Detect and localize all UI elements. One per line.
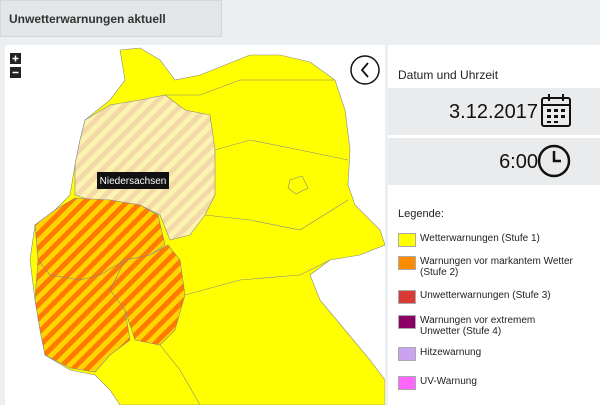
- legend-swatch: [398, 290, 416, 304]
- state-border: [214, 139, 349, 161]
- legend-swatch: [398, 347, 416, 361]
- legend-label: Warnungen vor extremem Unwetter (Stufe 4…: [420, 315, 536, 337]
- legend-label: Unwetterwarnungen (Stufe 3): [420, 290, 551, 301]
- rheinland-pfalz[interactable]: [34, 259, 131, 373]
- tooltip-bg: [97, 172, 169, 189]
- header: Unwetterwarnungen aktuell: [0, 0, 222, 37]
- zoom-in[interactable]: [10, 53, 21, 64]
- legend-label: Wetterwarnungen (Stufe 1): [420, 233, 540, 244]
- zoom-out[interactable]: [10, 67, 21, 78]
- date: 3.12.2017: [449, 101, 538, 123]
- legend-label: Hitzewarnung: [420, 347, 482, 358]
- state-border: [204, 199, 349, 231]
- state-border: [165, 79, 335, 96]
- back-button[interactable]: [350, 55, 380, 85]
- niedersachsen[interactable]: [74, 94, 216, 241]
- berlin: [287, 175, 309, 195]
- calendar-icon: [541, 94, 571, 127]
- side-panel: Datum und Uhrzeit 3.12.2017 6:00 Legende…: [388, 45, 600, 405]
- legend-label: Warnungen vor markantem Wetter (Stufe 2): [420, 256, 573, 278]
- map-svg: Niedersachsen: [10, 47, 385, 405]
- tooltip: Niedersachsen: [100, 176, 167, 187]
- legend-swatch: [398, 256, 416, 270]
- title: Unwetterwarnungen aktuell: [9, 12, 166, 26]
- state-border: [159, 344, 201, 405]
- date-label: Datum und Uhrzeit: [398, 68, 499, 82]
- legend-label: UV-Warnung: [420, 376, 477, 387]
- state-border: [184, 259, 331, 296]
- map[interactable]: Niedersachsen: [5, 45, 385, 405]
- date-box[interactable]: 3.12.2017: [388, 88, 600, 135]
- time-box[interactable]: 6:00: [388, 138, 600, 185]
- legend-title: Legende:: [398, 208, 444, 220]
- legend-swatch: [398, 315, 416, 329]
- legend-swatch: [398, 233, 416, 247]
- legend-swatch: [398, 376, 416, 390]
- time: 6:00: [499, 151, 538, 173]
- clock-icon: [537, 144, 571, 178]
